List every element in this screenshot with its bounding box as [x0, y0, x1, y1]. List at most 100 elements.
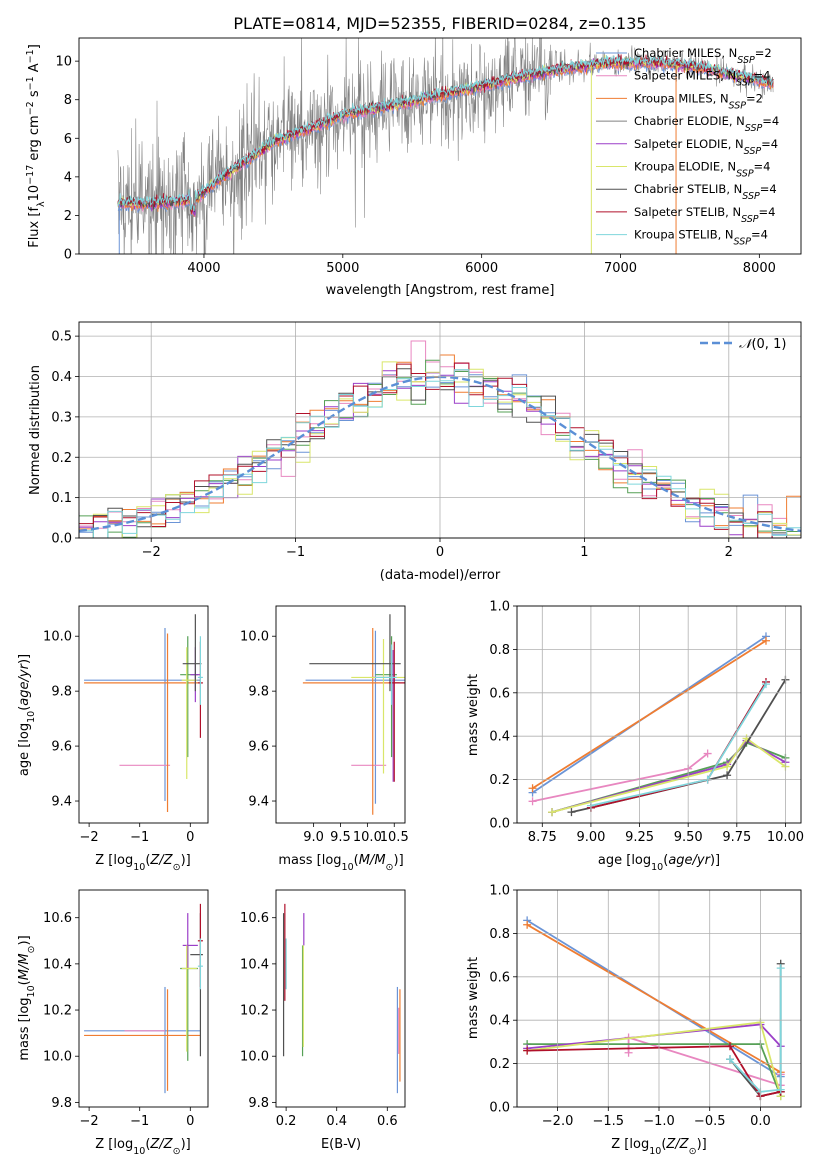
y-tick-label: 9.8: [248, 1096, 269, 1111]
mass-weight-marker: [761, 680, 770, 689]
x-tick-label: 0: [186, 830, 194, 845]
legend-entry: Chabrier MILES, NSSP=2: [634, 46, 772, 66]
axes-frame: [275, 889, 406, 1108]
y-tick-label: 0.0: [51, 532, 72, 547]
y-tick-label: 0.3: [51, 410, 72, 425]
legend-entry: Kroupa ELODIE, NSSP=4: [634, 160, 771, 180]
y-tick-label: 6: [64, 132, 72, 147]
y-tick-label: 10: [55, 55, 72, 70]
mass-weight-marker: [761, 636, 770, 645]
plot-area: [282, 903, 401, 1094]
x-tick-label: 9.0: [303, 830, 324, 845]
y-axis-label: Normed distribution: [28, 365, 43, 495]
mass-weight-marker: [624, 1048, 633, 1057]
mass-weight-marker: [523, 1046, 532, 1055]
figure-title: PLATE=0814, MJD=52355, FIBERID=0284, z=0…: [233, 14, 646, 33]
y-tick-label: 0.2: [489, 773, 510, 788]
x-axis-label: Z [log10(Z/Z⊙)]: [95, 853, 190, 873]
mass-weight-line: [527, 1043, 782, 1097]
y-tick-label: 8: [64, 93, 72, 108]
chart-mass_vs_EBV: 0.2 0.4 0.6 9.8 10.0 10.2 10.4 10.6 E(B-V): [240, 889, 406, 1152]
axes-frame: [516, 605, 802, 824]
legend-entry: Salpeter MILES, NSSP=4: [634, 69, 771, 89]
y-axis-label-group: Flux [fλ10−17 erg cm−2 s−1 A−1]: [25, 44, 47, 248]
chart-massweight_vs_Z: −2.0 −1.5 −1.0 −0.5 0.0 0.0 0.2 0.4 0.6 0.8 1.0 Z […: [466, 884, 802, 1157]
mass-weight-marker: [726, 1055, 734, 1064]
axes-frame: [516, 889, 802, 1108]
legend-entry: Kroupa STELIB, NSSP=4: [634, 228, 768, 248]
y-axis-label-group: mass [log10(M/M⊙)]: [17, 935, 37, 1060]
axes-frame: [275, 605, 406, 824]
axes-frame: [78, 37, 802, 255]
y-axis-label: age [log10(age/yr)]: [17, 654, 37, 776]
x-tick-label: 0.6: [377, 1114, 398, 1129]
axes-frame: [78, 605, 209, 824]
mass-weight-line: [729, 968, 782, 1093]
x-tick-label: 0: [186, 1114, 194, 1129]
y-tick-label: 1.0: [489, 600, 510, 615]
mass-weight-line: [590, 681, 767, 809]
x-tick-label: 6000: [465, 261, 498, 276]
y-tick-label: 0.4: [489, 730, 510, 745]
x-tick-label: 1: [580, 545, 588, 560]
y-tick-label: 10.4: [43, 957, 72, 972]
mass-weight-line: [532, 639, 767, 790]
y-tick-label: 9.8: [51, 1096, 72, 1111]
mass-weight-marker: [523, 920, 532, 929]
y-tick-label: 10.6: [43, 911, 72, 926]
x-tick-label: −0.5: [694, 1114, 726, 1129]
x-tick-label: 0.4: [326, 1114, 347, 1129]
x-tick-label: −1: [130, 830, 149, 845]
x-tick-label: 0.2: [276, 1114, 297, 1129]
y-tick-label: 0.5: [51, 330, 72, 345]
mass-weight-marker: [726, 1042, 734, 1051]
x-tick-label: −1.5: [592, 1114, 624, 1129]
plot-area: [302, 614, 405, 815]
legend-entry: Chabrier ELODIE, NSSP=4: [634, 114, 779, 134]
x-axis-label: mass [log10(M/M⊙)]: [278, 853, 403, 873]
x-tick-label: 0.0: [750, 1114, 771, 1129]
mass-weight-line: [526, 1021, 782, 1097]
chart-massweight_vs_age: 8.75 9.00 9.25 9.50 9.75 10.00 0.0 0.2 0.4 0.6 0.8…: [466, 600, 804, 873]
plot-area: [523, 916, 785, 1101]
model-spectrum-line: [117, 55, 774, 212]
x-tick-label: 9.75: [722, 830, 751, 845]
y-tick-label: 9.8: [51, 685, 72, 700]
x-tick-label: −1: [130, 1114, 149, 1129]
mass-weight-line: [527, 1045, 781, 1098]
x-tick-label: 5000: [326, 261, 359, 276]
chart-residuals: −2 −1 0 1 2 0.0 0.1 0.2 0.3 0.4 0.5 𝒩(0, 1) (data-mo…: [28, 321, 802, 583]
y-tick-label: 10.6: [240, 911, 269, 926]
mass-weight-marker: [723, 762, 732, 771]
x-tick-label: −2: [80, 1114, 99, 1129]
legend-entry: Kroupa MILES, NSSP=2: [634, 91, 763, 111]
plot-area: [117, 38, 774, 254]
x-tick-label: 8.75: [528, 830, 557, 845]
x-tick-label: 0: [436, 545, 444, 560]
y-axis-label: mass weight: [466, 674, 481, 756]
y-tick-label: 0.8: [489, 643, 510, 658]
y-tick-label: 10.2: [240, 1004, 269, 1019]
y-tick-label: 9.4: [51, 795, 72, 810]
y-tick-label: 0.4: [489, 1014, 510, 1029]
y-tick-label: 0.1: [51, 491, 72, 506]
y-tick-label: 0.4: [51, 370, 72, 385]
x-tick-label: 9.50: [674, 830, 703, 845]
y-axis-label: mass [log10(M/M⊙)]: [17, 935, 37, 1060]
x-tick-label: −2: [142, 545, 161, 560]
y-tick-label: 10.4: [240, 957, 269, 972]
chart-spectrum: 4000 5000 6000 7000 8000 0 2 4 6 8 10 Chabrier MILE…: [25, 37, 802, 298]
y-tick-label: 0.0: [489, 1101, 510, 1116]
x-axis-label: age [log10(age/yr)]: [598, 853, 720, 873]
y-tick-label: 0.8: [489, 927, 510, 942]
x-tick-label: 2: [725, 545, 733, 560]
axes-frame: [78, 889, 209, 1108]
x-tick-label: 10.5: [380, 830, 409, 845]
y-tick-label: 9.4: [248, 795, 269, 810]
x-tick-label: 9.25: [625, 830, 654, 845]
y-tick-label: 0.6: [489, 970, 510, 985]
x-tick-label: −1.0: [643, 1114, 675, 1129]
axes-frame: [78, 321, 802, 539]
